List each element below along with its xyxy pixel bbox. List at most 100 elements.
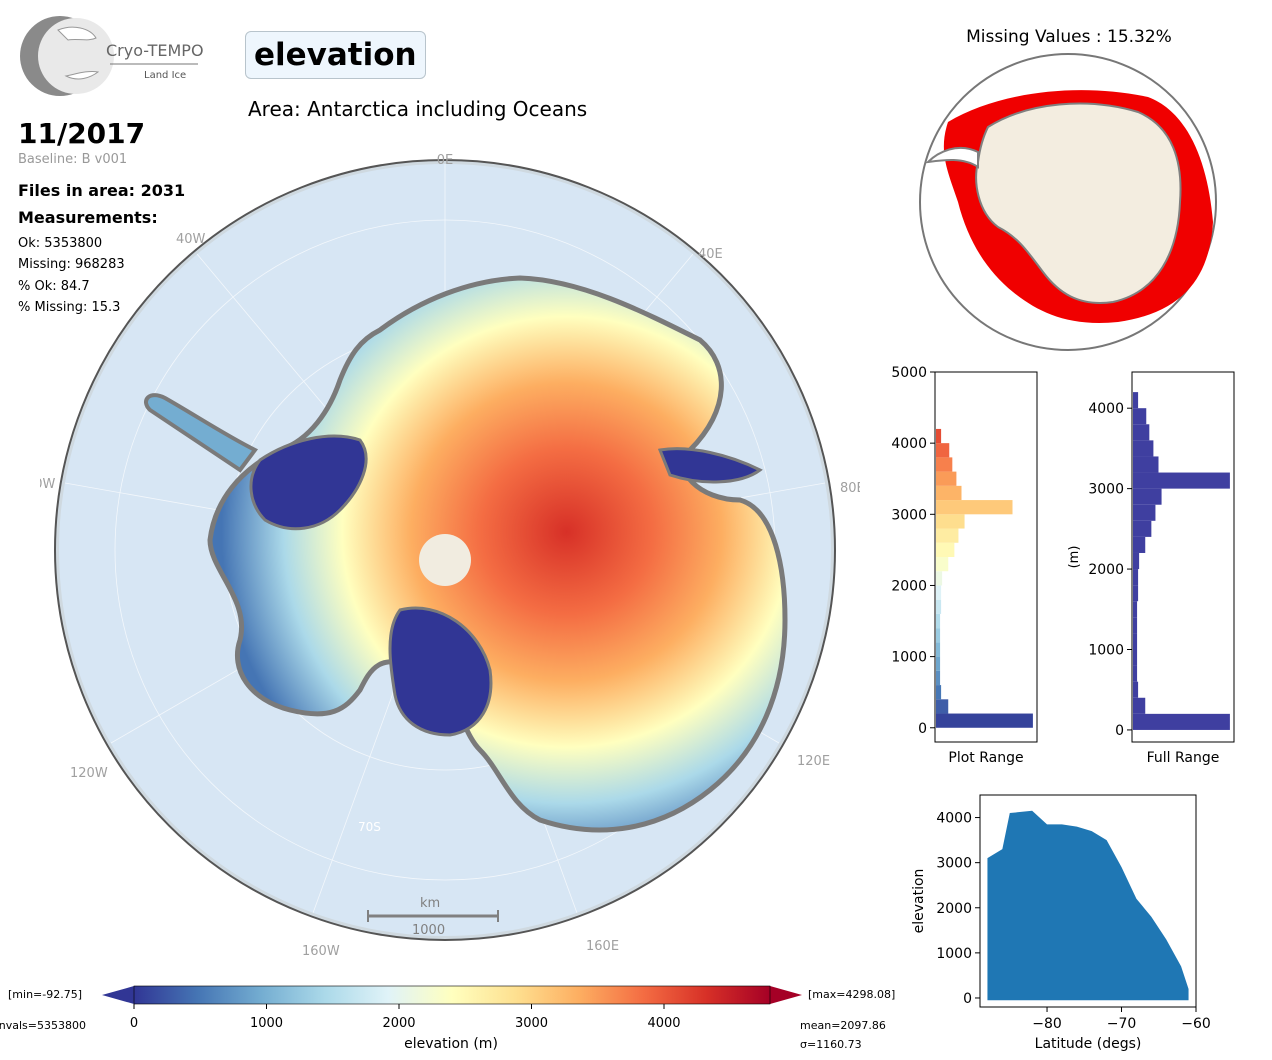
valid-coverage-area [975,102,1182,304]
histogram-bar [936,500,1013,515]
colorbar-sigma-label: σ=1160.73 [800,1038,862,1051]
cryo-tempo-logo: Cryo-TEMPO Land Ice [18,16,208,100]
scatter-xtick-label: −80 [1032,1016,1062,1032]
pole-hole [419,534,471,586]
colorbar-tick-label: 1000 [250,1016,283,1031]
lon-label-160w: 160W [302,944,340,959]
scale-bar: km 1000 [367,896,499,938]
histogram-bar [1133,601,1138,618]
colorbar-max-extension [770,986,802,1004]
stat-pct-ok: % Ok: 84.7 [18,279,90,294]
histogram-ytick-label: 5000 [891,365,927,381]
missing-values-map [919,53,1217,351]
scatter-ytick-label: 4000 [936,811,972,827]
histogram-bar [936,613,941,629]
scatter-point-cloud [987,810,1189,1001]
colorbar-tick-label: 4000 [647,1016,680,1031]
histogram-ytick-label: 1000 [891,650,927,666]
histogram-bar [1133,504,1156,521]
histogram-ytick-label: 3000 [891,507,927,523]
histogram-bar [936,514,965,529]
histogram-bar [1133,617,1138,634]
antarctic-peninsula [144,393,259,473]
colorbar-max-label: [max=4298.08] [808,988,895,1001]
histogram-frame [1131,371,1235,743]
elevation-map: 0E 40E 80E 120E 160E 160W 120W 80W 40W 7… [40,153,860,959]
histogram-ytick-label: 4000 [1088,401,1124,417]
stat-missing: Missing: 968283 [18,257,125,272]
histogram-bar [936,542,955,557]
lon-label-120e: 120E [797,754,830,769]
histogram-bar [1133,456,1159,473]
logo-subtitle: Land Ice [144,70,186,81]
histogram-bar [1133,552,1140,570]
missing-map-pole [1059,193,1077,211]
histogram-bar [936,699,949,714]
histogram-bar [936,471,957,486]
lon-label-0e: 0E [437,153,454,168]
histogram-bar [936,599,942,614]
histogram-bar [1133,520,1152,537]
missing-values-title: Missing Values : 15.32% [966,27,1172,47]
scatter-ytick-label: 2000 [936,901,972,917]
stat-ok: Ok: 5353800 [18,236,103,251]
histogram-bar [1133,633,1138,650]
histogram-bar [936,628,941,643]
scatter-xtick-label: −70 [1107,1016,1137,1032]
histogram-ytick-label: 0 [918,721,927,737]
histogram-bar [936,642,941,657]
ice-sheet [207,275,788,833]
histogram-bar [1133,697,1146,714]
histogram-bar [936,443,950,458]
histogram-ylabel: (m) [1067,546,1082,569]
lon-label-40w: 40W [176,232,206,247]
scale-value: 1000 [412,923,445,938]
colorbar-nvals-label: nvals=5353800 [0,1019,86,1032]
scatter-xtick-label: −60 [1181,1016,1211,1032]
histogram-ytick-label: 2000 [1088,562,1124,578]
scatter-ytick-label: 1000 [936,946,972,962]
histogram-bar [1133,649,1138,666]
area-label: Area: Antarctica including Oceans [248,97,588,121]
histogram-ytick-label: 1000 [1088,643,1124,659]
weddell-sea-ice-shelf [249,434,368,531]
lat-label-70s: 70S [358,820,381,834]
histogram-bar [936,485,962,501]
histogram-frame [934,371,1038,743]
histogram-ytick-label: 3000 [1088,482,1124,498]
histogram-bar [936,557,949,572]
elevation-latitude-scatter: 0 1000 2000 3000 4000 −80 −70 −60 Latitude (degs… [911,794,1211,1052]
histogram-bar [1133,585,1139,602]
histogram-bar [936,670,941,686]
histogram-xlabel: Full Range [1147,750,1220,766]
peninsula-outline [925,146,979,169]
histogram-bar [936,571,943,586]
colorbar-min-label: [min=-92.75] [8,988,82,1001]
histogram-bar [936,428,942,444]
histogram-bar [1133,713,1230,730]
lon-label-160e: 160E [586,939,619,954]
scatter-ylabel: elevation [911,869,927,934]
scatter-xlabel: Latitude (degs) [1035,1036,1142,1052]
ross-sea-ice-shelf [388,606,493,737]
full-range-histogram: 0 1000 2000 3000 4000 Full Range (m) [1067,371,1235,766]
parameter-title: elevation [245,31,426,79]
histogram-bar [1133,424,1150,441]
scatter-frame [979,794,1197,1008]
histogram-bar [1133,408,1147,425]
colorbar-tick-label: 3000 [515,1016,548,1031]
date-label: 11/2017 [18,117,146,150]
histogram-ytick-label: 2000 [891,578,927,594]
amery-ice-shelf [657,447,763,484]
lon-label-120w: 120W [70,766,108,781]
measurements-heading: Measurements: [18,208,158,227]
elevation-colorbar: [min=-92.75] [max=4298.08] nvals=5353800… [0,985,895,1052]
colorbar-mean-label: mean=2097.86 [800,1019,886,1032]
histogram-bar [936,585,942,600]
colorbar-gradient [134,986,770,1004]
colorbar-tick-label: 0 [130,1016,138,1031]
histogram-bar [1133,569,1139,586]
histogram-bar [1133,665,1138,682]
histogram-bar [1133,536,1146,553]
scatter-ytick-label: 3000 [936,856,972,872]
